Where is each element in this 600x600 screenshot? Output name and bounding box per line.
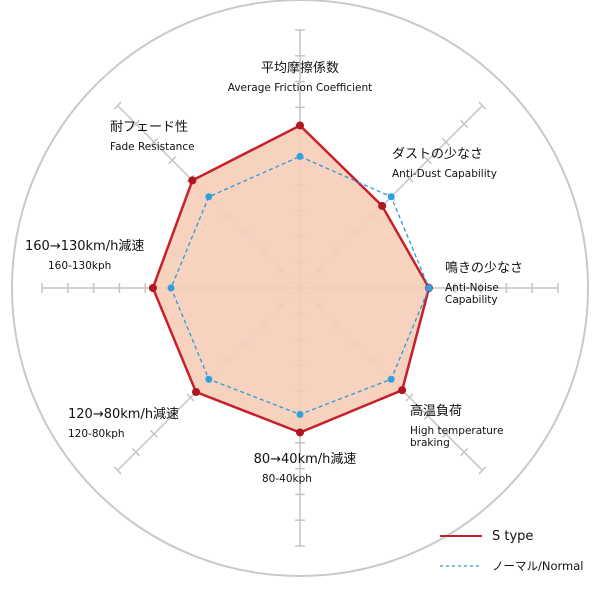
axis-label-ja: 160→130km/h減速 <box>25 238 144 254</box>
legend-label: ノーマル/Normal <box>492 559 583 573</box>
axis-label-en: 160-130kph <box>48 260 111 272</box>
data-point <box>387 193 395 201</box>
legend-label: S type <box>492 529 533 544</box>
tick-mark <box>113 466 122 475</box>
axis-label-en: High temperature <box>410 425 503 437</box>
axis-label-ja: ダストの少なさ <box>392 147 483 162</box>
data-point <box>398 386 407 395</box>
axis-label-en: 120-80kph <box>68 428 125 440</box>
tick-mark <box>460 119 469 128</box>
data-point <box>296 410 304 418</box>
tick-mark <box>423 411 432 420</box>
tick-mark <box>478 466 487 475</box>
tick-mark <box>478 101 487 110</box>
axis-label-en: Anti-Noise <box>445 282 499 294</box>
tick-mark <box>405 393 414 402</box>
data-point <box>205 375 213 383</box>
tick-mark <box>423 156 432 165</box>
tick-mark <box>168 411 177 420</box>
axis-label-en: 80-40kph <box>262 473 312 485</box>
data-point <box>387 375 395 383</box>
tick-mark <box>460 448 469 457</box>
tick-mark <box>441 429 451 439</box>
axis-label-ja: 鳴きの少なさ <box>445 261 523 276</box>
data-point <box>192 387 201 396</box>
data-point <box>296 152 304 160</box>
data-point <box>296 428 304 437</box>
data-point <box>425 284 433 292</box>
tick-mark <box>149 429 159 439</box>
series-polygon <box>151 123 431 434</box>
axis-label-en: Fade Resistance <box>110 141 195 153</box>
tick-mark <box>113 101 122 110</box>
axis-label-en: braking <box>410 437 450 449</box>
tick-mark <box>441 137 451 147</box>
data-point <box>296 121 304 130</box>
axis-label-ja: 耐フェード性 <box>110 120 188 135</box>
data-point <box>188 176 197 185</box>
tick-mark <box>168 156 177 165</box>
axis-label-ja: 120→80km/h減速 <box>68 406 179 422</box>
data-point <box>205 193 213 201</box>
outer-circle <box>11 0 589 577</box>
axis-label-en: Anti-Dust Capability <box>392 168 497 180</box>
data-point <box>148 284 157 292</box>
data-point <box>378 201 387 210</box>
tick-mark <box>131 448 140 457</box>
axis-label-en: Capability <box>445 294 498 306</box>
tick-mark <box>149 137 159 147</box>
axis-label-ja: 平均摩擦係数 <box>261 60 339 76</box>
data-point <box>167 284 175 292</box>
tick-mark <box>186 393 195 402</box>
tick-mark <box>405 174 414 183</box>
axis-label-en: Average Friction Coefficient <box>228 82 372 94</box>
tick-mark <box>131 119 140 128</box>
axis-label-ja: 高温負荷 <box>410 403 462 419</box>
axis-label-ja: 80→40km/h減速 <box>254 451 357 467</box>
